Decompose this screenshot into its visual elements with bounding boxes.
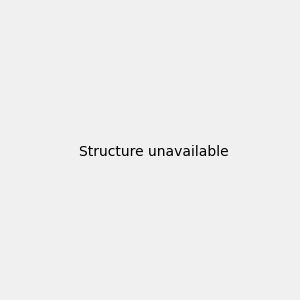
- Text: Structure unavailable: Structure unavailable: [79, 145, 229, 158]
